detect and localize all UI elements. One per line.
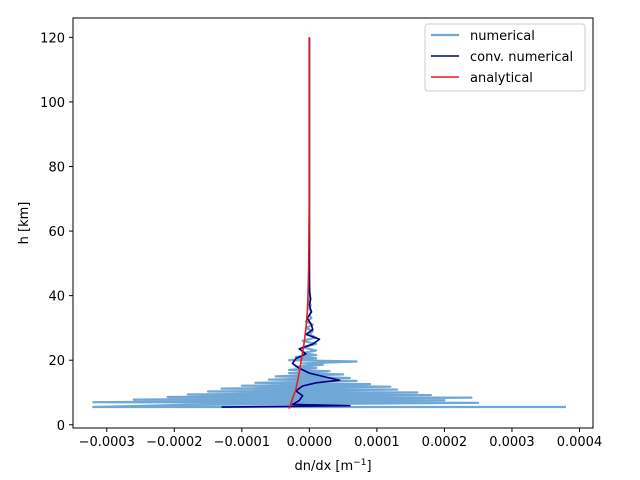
x-tick-label: −0.0002 <box>146 435 202 450</box>
y-tick-label: 0 <box>57 419 65 434</box>
y-axis-label: h [km] <box>17 202 32 245</box>
legend-label-numerical: numerical <box>470 29 535 44</box>
legend-box <box>424 23 586 92</box>
y-axis: 0 20 40 60 80 100 120 <box>40 31 73 434</box>
x-tick-label: 0.0000 <box>287 435 333 450</box>
x-tick-label: −0.0003 <box>79 435 135 450</box>
x-axis-label-text: dn/dx [m <box>294 459 353 474</box>
y-tick-label: 60 <box>48 225 65 240</box>
x-tick-label: 0.0002 <box>422 435 468 450</box>
x-tick-label: 0.0003 <box>489 435 535 450</box>
y-tick-label: 120 <box>40 31 65 46</box>
legend-label-analytical: analytical <box>470 71 533 86</box>
y-tick-label: 20 <box>48 354 65 369</box>
legend: numerical conv. numerical analytical <box>424 23 586 92</box>
legend-label-conv-numerical: conv. numerical <box>470 50 573 65</box>
x-tick-label: 0.0004 <box>557 435 603 450</box>
x-tick-label: −0.0001 <box>214 435 270 450</box>
x-axis-label: dn/dx [m−1] <box>294 458 371 474</box>
y-tick-label: 100 <box>40 96 65 111</box>
plot-frame <box>72 17 594 429</box>
x-axis-label-superscript: −1 <box>353 458 366 468</box>
series-line-analytical <box>288 37 311 409</box>
y-tick-label: 80 <box>48 161 65 176</box>
series-layer <box>92 37 566 409</box>
y-tick-label: 40 <box>48 290 65 305</box>
x-tick-label: 0.0001 <box>354 435 400 450</box>
x-axis: −0.0003 −0.0002 −0.0001 0.0000 0.0001 0.0002 0… <box>79 428 603 450</box>
x-axis-label-end: ] <box>366 459 371 474</box>
